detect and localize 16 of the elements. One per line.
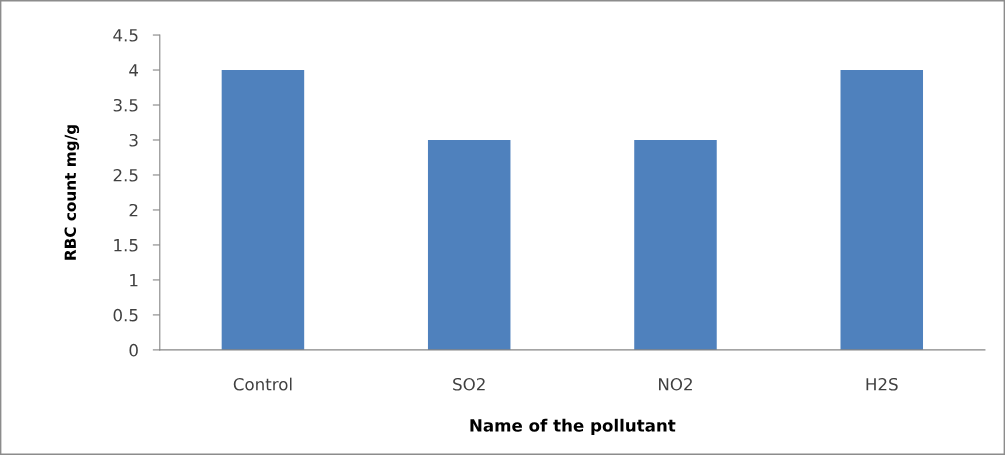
x-axis-title: Name of the pollutant (470, 418, 676, 435)
x-tick-label: Control (233, 377, 292, 391)
y-tick-label: 0 (129, 343, 138, 357)
y-tick-label: 1.5 (114, 239, 138, 252)
y-tick-label: 4 (129, 64, 139, 77)
x-tick-label: H2S (866, 377, 898, 391)
x-tick-label: NO2 (659, 377, 692, 391)
x-tick-label: SO2 (453, 377, 485, 391)
y-tick-label: 2.5 (113, 168, 138, 182)
y-axis-title: RBC count mg/g (64, 125, 80, 260)
y-tick-label: 1 (130, 274, 138, 287)
y-tick-label: 4.5 (113, 29, 138, 42)
y-tick-label: 3.5 (113, 98, 138, 112)
y-tick-label: 2 (129, 203, 138, 217)
y-tick-label: 3 (129, 133, 138, 147)
y-tick-label: 0.5 (113, 308, 138, 322)
